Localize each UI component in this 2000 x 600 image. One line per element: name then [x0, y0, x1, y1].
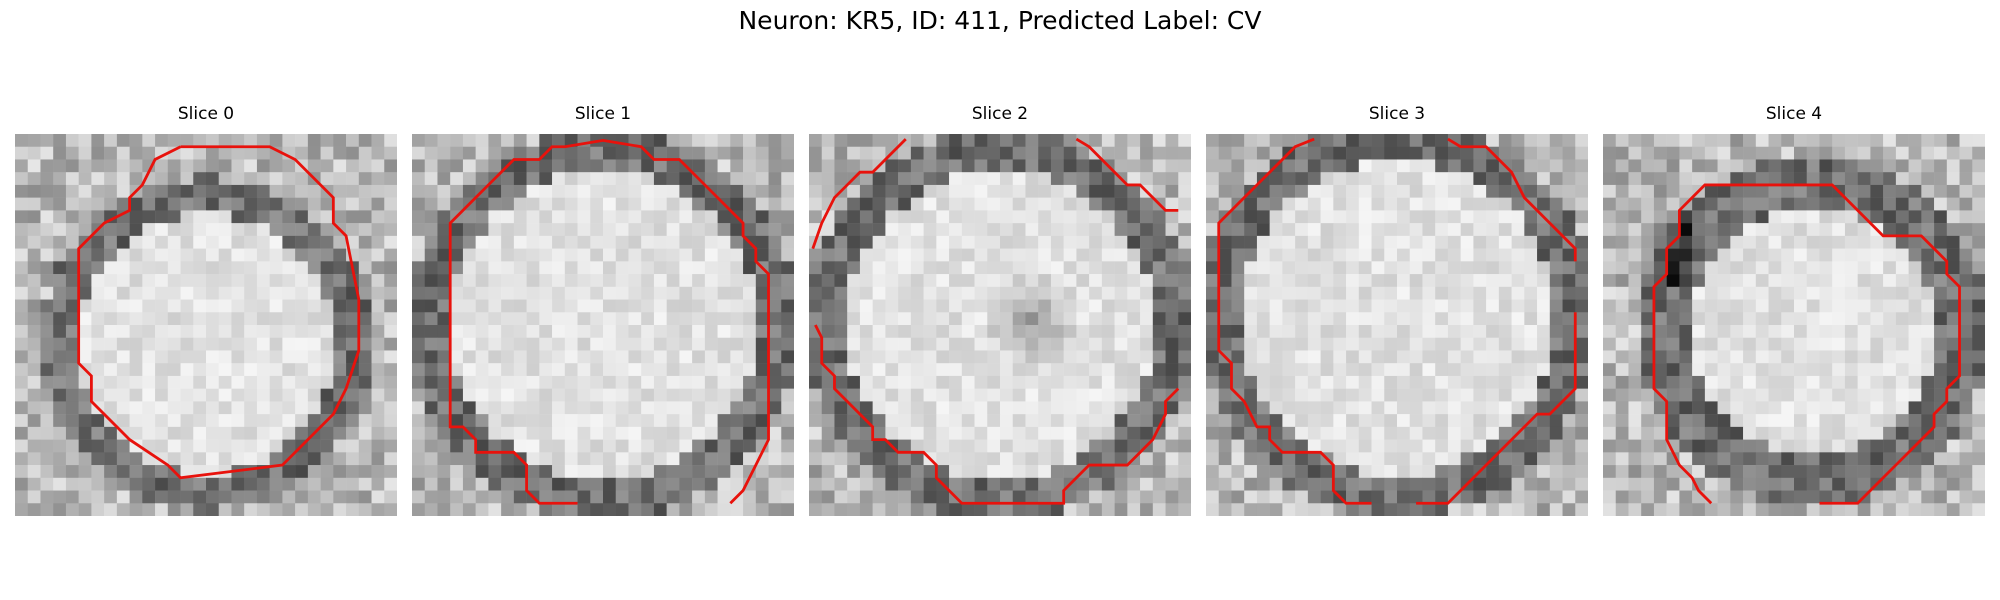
slice-pixels-0 [15, 134, 397, 516]
slice-pixels-1 [412, 134, 794, 516]
slice-panel-3: Slice 3 [1206, 104, 1588, 516]
slice-title-3: Slice 3 [1368, 104, 1426, 124]
slice-image-3 [1206, 134, 1588, 516]
contour-line-0 [77, 145, 361, 480]
contour-line-1 [448, 138, 770, 505]
contour-line-2 [811, 138, 907, 250]
slice-panel-0: Slice 0 [15, 104, 397, 516]
contour-line-2c [814, 324, 1180, 505]
slice-pixels-4 [1603, 134, 1985, 516]
slice-panel-1: Slice 1 [412, 104, 794, 516]
slice-image-0 [15, 134, 397, 516]
slice-image-2 [809, 134, 1191, 516]
slice-pixels-2 [809, 134, 1191, 516]
figure-title: Neuron: KR5, ID: 411, Predicted Label: C… [738, 6, 1262, 35]
slice-title-0: Slice 0 [177, 104, 235, 124]
slice-panel-2: Slice 2 [809, 104, 1191, 516]
contour-line-3b [1447, 137, 1577, 262]
slice-image-4 [1603, 134, 1985, 516]
contour-line-4 [1652, 183, 1961, 505]
contour-line-3c [1416, 312, 1577, 505]
slice-panel-4: Slice 4 [1603, 104, 1985, 516]
contour-line-3 [1217, 137, 1372, 505]
slice-title-1: Slice 1 [574, 104, 632, 124]
contour-line-2b [1075, 137, 1179, 212]
slice-pixels-3 [1206, 134, 1588, 516]
slice-title-2: Slice 2 [971, 104, 1029, 124]
slice-title-4: Slice 4 [1765, 104, 1823, 124]
slice-image-1 [412, 134, 794, 516]
